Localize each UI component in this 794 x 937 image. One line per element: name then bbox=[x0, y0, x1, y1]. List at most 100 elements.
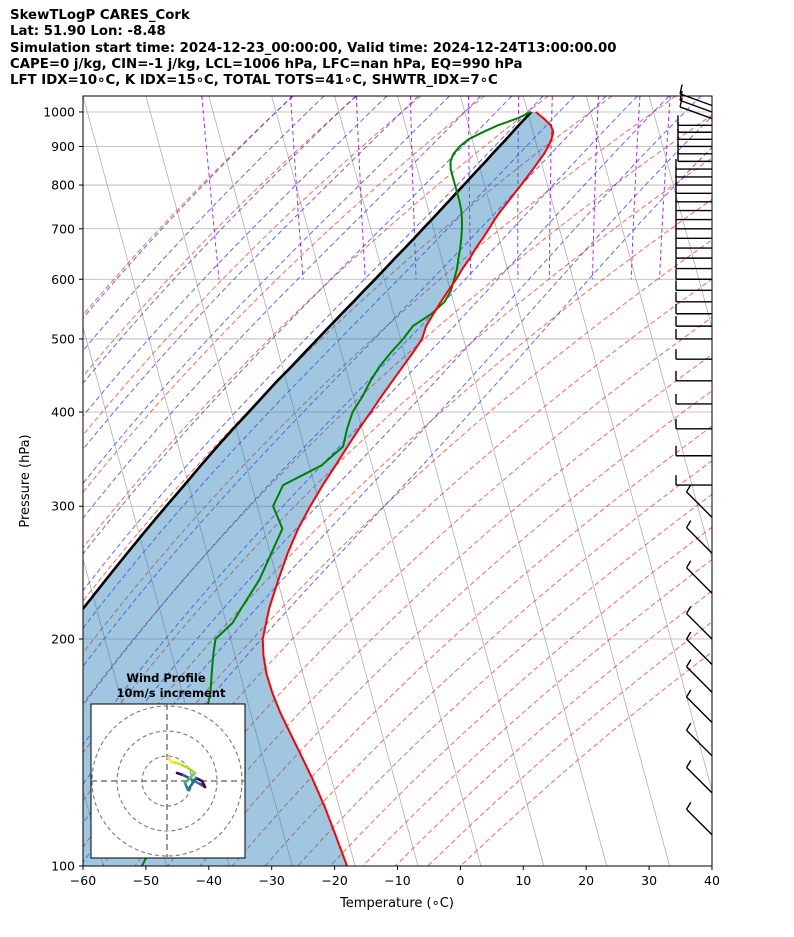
chart-header: SkewTLogP CARES_Cork Lat: 51.90 Lon: -8.… bbox=[10, 8, 617, 89]
y-tick-label: 800 bbox=[51, 178, 75, 193]
wind-barb bbox=[675, 303, 712, 315]
wind-barbs bbox=[675, 84, 713, 836]
barb-flag bbox=[685, 659, 692, 668]
inset-title: Wind Profile bbox=[126, 671, 206, 685]
mixing-ratio-line bbox=[659, 96, 671, 280]
indices-line-2: LFT IDX=10∘C, K IDX=15∘C, TOTAL TOTS=41∘… bbox=[10, 73, 498, 89]
moist-adiabat bbox=[83, 96, 419, 451]
y-tick-label: 900 bbox=[51, 139, 75, 154]
y-tick-label: 700 bbox=[51, 221, 75, 236]
mixing-ratio-line bbox=[201, 96, 220, 280]
wind-barb bbox=[675, 316, 712, 327]
y-tick-label: 200 bbox=[51, 632, 75, 647]
time-line: Simulation start time: 2024-12-23_00:00:… bbox=[10, 40, 617, 56]
moist-adiabat bbox=[83, 96, 670, 746]
moist-adiabat bbox=[83, 96, 481, 519]
barb-flag bbox=[685, 520, 692, 529]
barb-flag bbox=[679, 84, 683, 95]
y-tick-label: 300 bbox=[51, 499, 75, 514]
barb-shaft bbox=[686, 666, 713, 693]
mixing-ratio-line bbox=[409, 96, 417, 280]
moist-adiabat bbox=[83, 96, 607, 668]
barb-flag bbox=[685, 560, 692, 569]
mixing-ratio-line bbox=[630, 96, 641, 280]
x-tick-label: −50 bbox=[133, 873, 159, 888]
indices-line-1: CAPE=0 j/kg, CIN=-1 j/kg, LCL=1006 hPa, … bbox=[10, 56, 523, 72]
wind-barb bbox=[685, 484, 713, 518]
wind-profile-inset: Wind Profile 10m/s increment bbox=[90, 671, 246, 859]
mixing-ratio-line bbox=[468, 96, 472, 280]
y-axis-label: Pressure (hPa) bbox=[18, 434, 33, 527]
hodograph-segment bbox=[186, 776, 198, 792]
dry-adiabat bbox=[83, 96, 485, 494]
dry-adiabat bbox=[329, 526, 712, 866]
dry-adiabat bbox=[83, 239, 712, 849]
barb-shaft bbox=[686, 696, 713, 723]
wind-barb bbox=[675, 159, 712, 170]
hodograph-segment bbox=[170, 760, 182, 766]
barb-flag bbox=[679, 97, 683, 108]
wind-barb bbox=[685, 760, 713, 794]
wind-barb bbox=[685, 631, 713, 666]
wind-barb bbox=[675, 280, 712, 292]
wind-barb bbox=[685, 801, 713, 836]
wind-barb bbox=[685, 520, 713, 554]
dry-adiabat bbox=[297, 493, 712, 866]
wind-barb bbox=[675, 445, 712, 457]
barb-flag bbox=[685, 760, 692, 768]
x-tick-label: 30 bbox=[641, 873, 657, 888]
x-tick-label: −60 bbox=[70, 873, 96, 888]
barb-shaft bbox=[686, 808, 713, 836]
moist-adiabat bbox=[83, 96, 325, 352]
mixing-ratio-line bbox=[548, 96, 553, 280]
mixing-ratio-line bbox=[517, 96, 520, 280]
barb-shaft bbox=[686, 766, 713, 794]
axes: −60 −50 −40 −30 −20 −10 0 10 20 30 40 100 200 300 400 5… bbox=[43, 104, 720, 888]
wind-barb bbox=[675, 418, 712, 430]
barb-flag bbox=[685, 801, 692, 810]
hodograph-segment bbox=[186, 766, 197, 775]
barb-shaft bbox=[686, 638, 713, 666]
x-tick-label: −40 bbox=[196, 873, 222, 888]
moist-adiabat bbox=[83, 96, 638, 707]
moist-adiabat bbox=[83, 96, 513, 555]
temperature-line bbox=[261, 111, 555, 866]
y-tick-label: 600 bbox=[51, 272, 75, 287]
wind-barb bbox=[675, 269, 712, 280]
dry-adiabat bbox=[362, 558, 712, 866]
barb-flag bbox=[685, 606, 692, 614]
dry-adiabat bbox=[83, 96, 422, 436]
isotherm bbox=[145, 96, 356, 866]
wind-barb bbox=[675, 349, 712, 360]
isotherm bbox=[648, 96, 712, 329]
chart-title: SkewTLogP CARES_Cork bbox=[10, 8, 190, 23]
mixing-ratio-line bbox=[592, 96, 599, 280]
dry-adiabat bbox=[460, 651, 712, 866]
hodograph-segment bbox=[166, 756, 174, 764]
wind-barb bbox=[675, 258, 712, 270]
y-tick-label: 500 bbox=[51, 331, 75, 346]
isotherm bbox=[460, 96, 671, 866]
moist-adiabat bbox=[83, 96, 450, 485]
barb-flag bbox=[685, 689, 692, 698]
wind-barb bbox=[675, 228, 712, 239]
x-tick-label: −20 bbox=[321, 873, 347, 888]
wind-barb bbox=[675, 248, 712, 259]
barb-shaft bbox=[686, 613, 713, 640]
wind-barb bbox=[675, 393, 712, 405]
inset-subtitle: 10m/s increment bbox=[117, 686, 226, 700]
x-axis-label: Temperature (∘C) bbox=[339, 896, 454, 911]
x-tick-label: 40 bbox=[704, 873, 720, 888]
dry-adiabat bbox=[101, 278, 712, 866]
wind-barb bbox=[675, 328, 712, 340]
profile-lines bbox=[83, 111, 555, 866]
barb-shaft bbox=[679, 106, 713, 120]
x-tick-label: −10 bbox=[384, 873, 410, 888]
wind-barb bbox=[677, 151, 712, 163]
x-tick-label: −30 bbox=[259, 873, 285, 888]
wind-barb bbox=[685, 560, 713, 594]
isotherm bbox=[208, 96, 419, 866]
dry-adiabat bbox=[83, 96, 549, 549]
moist-adiabat bbox=[83, 96, 388, 417]
isotherm bbox=[585, 96, 712, 561]
